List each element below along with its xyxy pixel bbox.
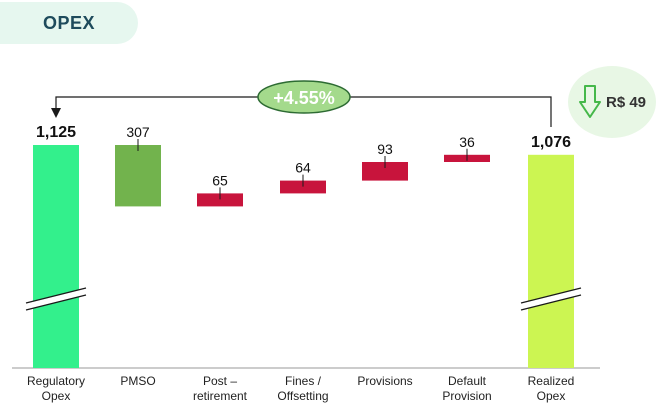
- bar-regulatory-opex: [33, 145, 79, 368]
- category-label-provisions: Provisions: [357, 374, 412, 388]
- arrow-down-icon: [578, 85, 601, 118]
- axis-break-mark: [520, 287, 582, 304]
- category-label-regulatory-opex: Regulatory: [27, 374, 85, 388]
- value-label-default-provision: 36: [459, 134, 475, 150]
- savings-badge: R$ 49: [568, 66, 656, 138]
- bar-pmso: [115, 145, 161, 207]
- category-label-pmso: PMSO: [120, 374, 155, 388]
- value-label-post-retirement: 65: [212, 172, 228, 188]
- value-label-regulatory-opex: 1,125: [36, 124, 76, 141]
- value-label-pmso: 307: [126, 124, 150, 140]
- category-label-fines-offsetting: Fines /: [285, 374, 322, 388]
- value-label-fines-offsetting: 64: [295, 160, 311, 176]
- title-pill: OPEX: [0, 2, 138, 44]
- savings-value: R$ 49: [605, 93, 647, 111]
- category-label-realized-opex: Realized: [528, 374, 575, 388]
- delta-pill: [257, 80, 351, 114]
- category-label-post-retirement: Post –: [203, 374, 237, 388]
- category-label-default-provision: Default: [448, 374, 487, 388]
- axis-break-gap: [29, 289, 83, 309]
- category-label-realized-opex: Opex: [537, 389, 566, 403]
- value-label-provisions: 93: [377, 141, 393, 157]
- value-label-realized-opex: 1,076: [531, 134, 571, 151]
- axis-break-gap: [524, 289, 578, 309]
- delta-label: +4.55%: [273, 88, 335, 108]
- category-label-fines-offsetting: Offsetting: [277, 389, 328, 403]
- category-label-post-retirement: retirement: [193, 389, 248, 403]
- axis-break-mark: [25, 294, 87, 311]
- category-label-regulatory-opex: Opex: [42, 389, 71, 403]
- page-title: OPEX: [42, 12, 96, 33]
- axis-break-mark: [25, 287, 87, 304]
- bar-provisions: [362, 162, 408, 181]
- bar-post-retirement: [197, 193, 243, 207]
- bar-realized-opex: [528, 154, 574, 368]
- category-label-default-provision: Provision: [442, 389, 491, 403]
- bar-fines-offsetting: [280, 180, 326, 194]
- delta-arrowhead: [51, 108, 61, 118]
- axis-break-mark: [520, 294, 582, 311]
